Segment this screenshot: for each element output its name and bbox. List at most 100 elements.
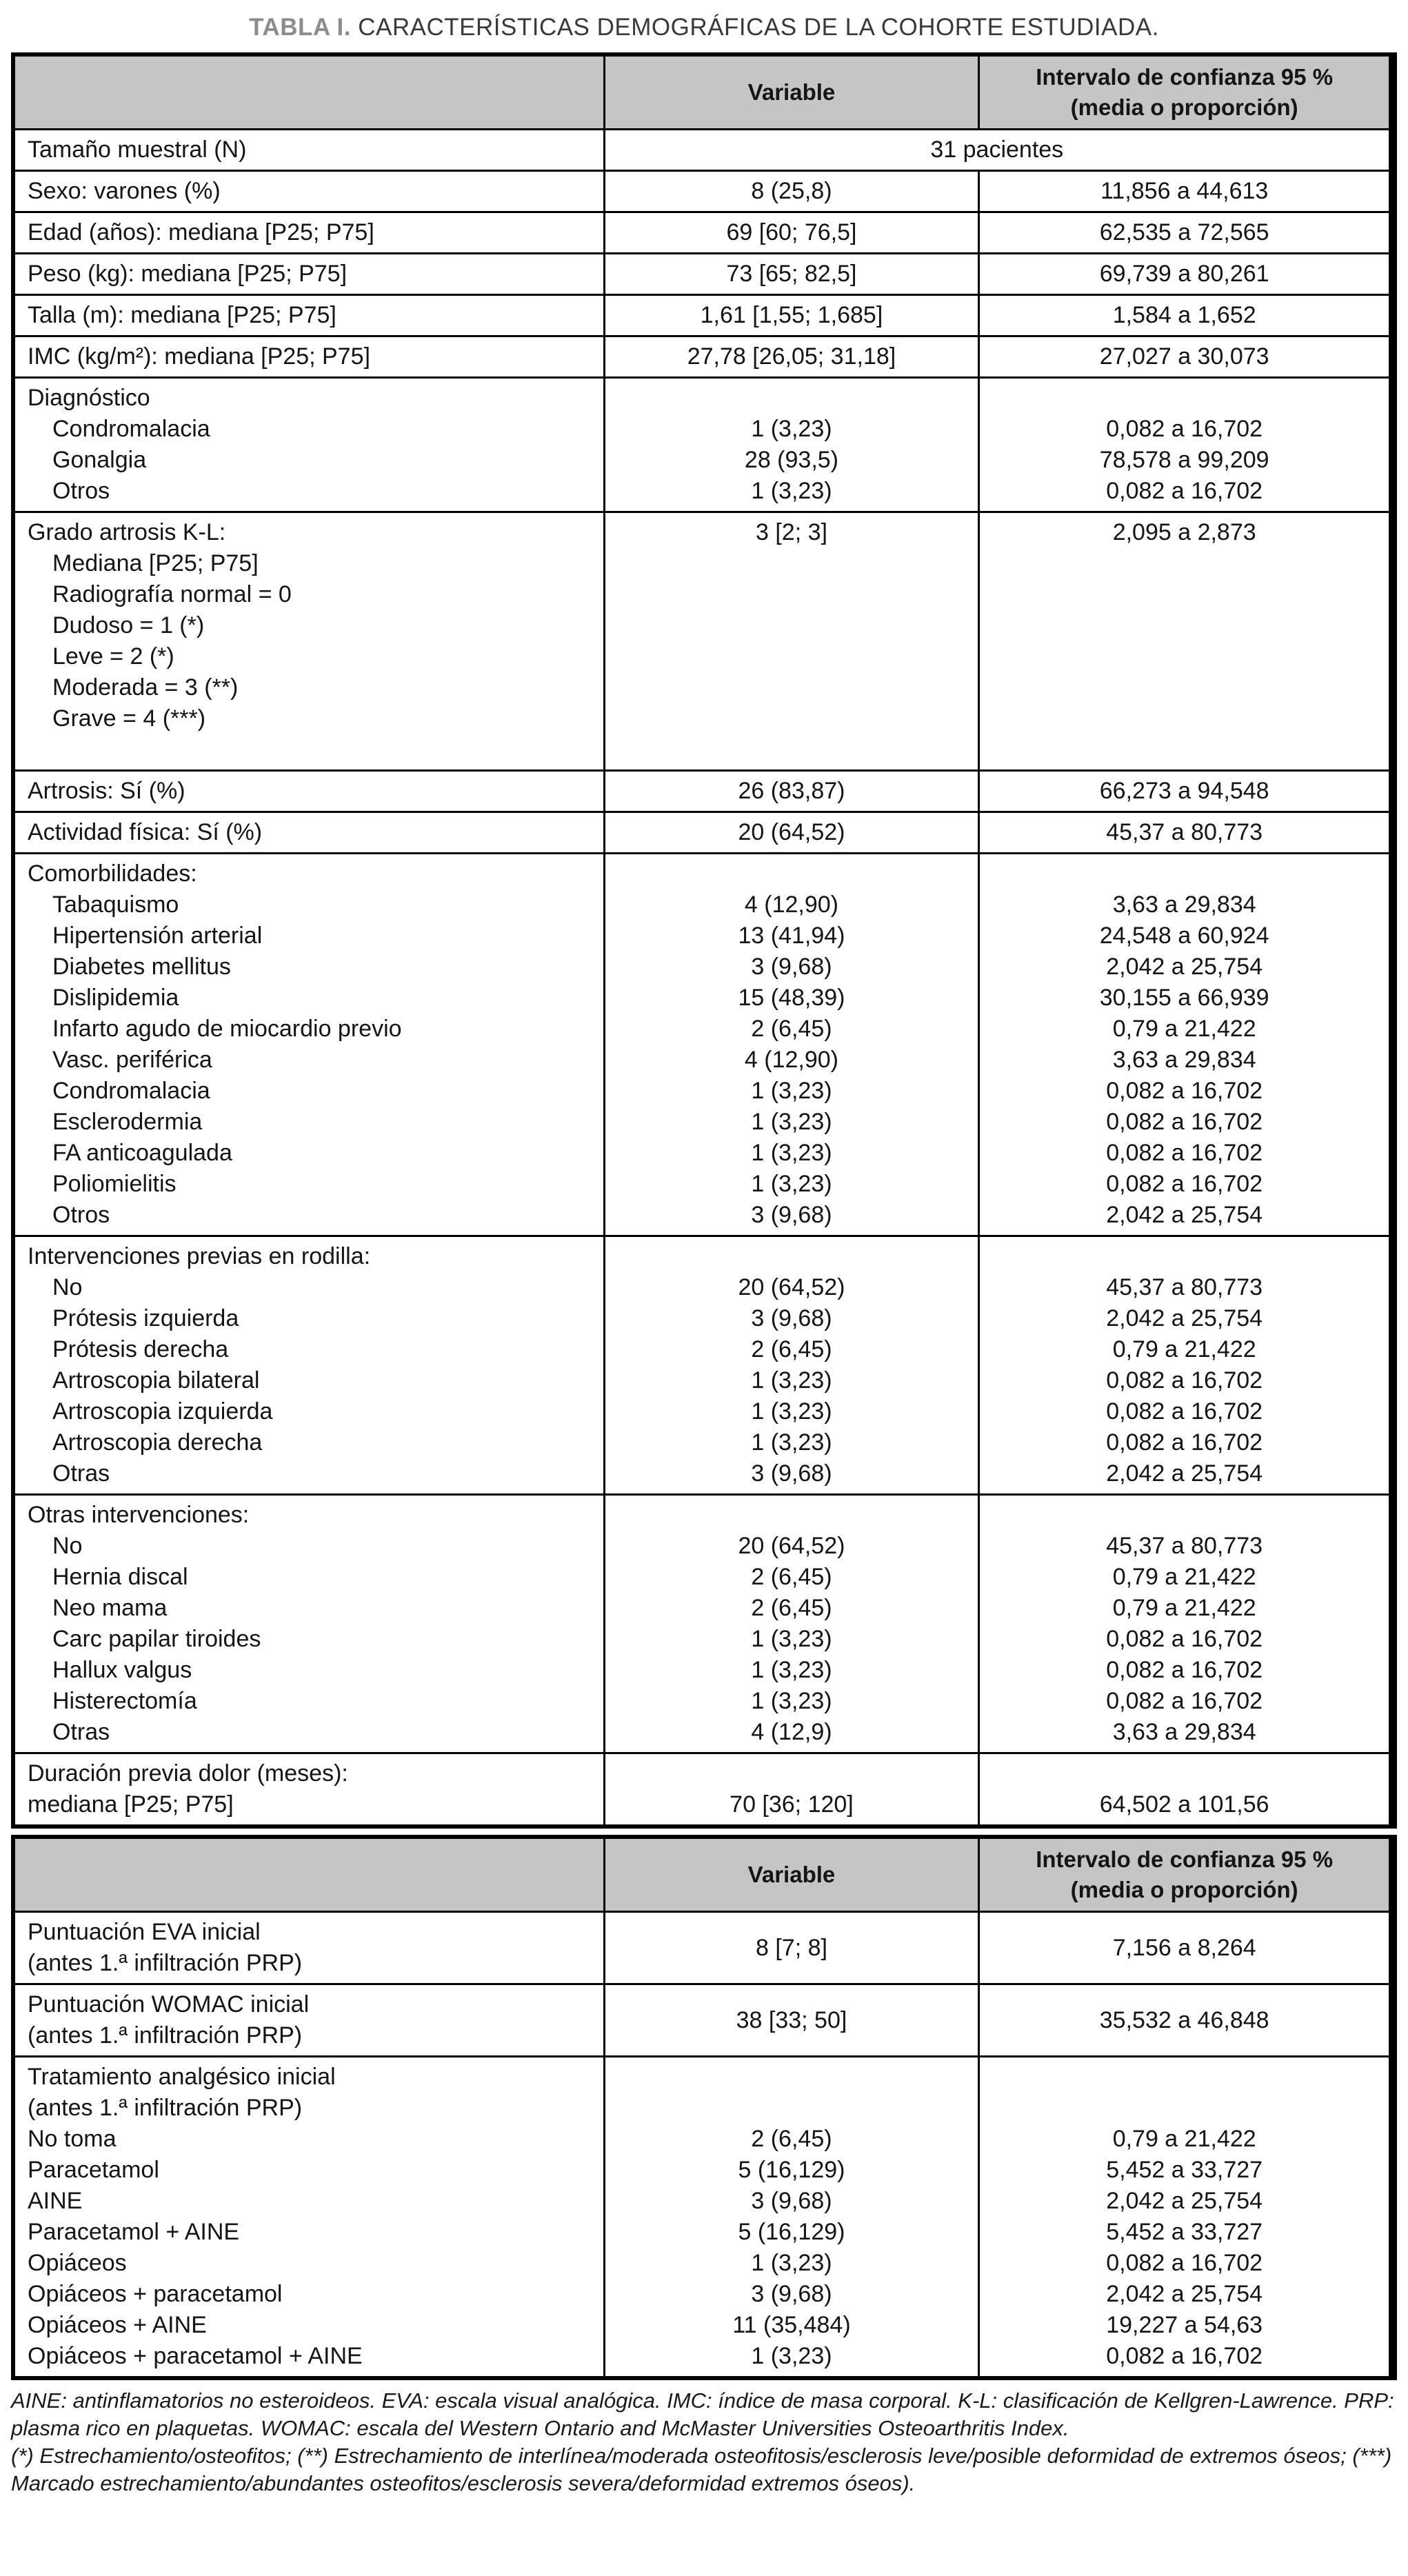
row-label-line: Puntuación EVA inicial <box>28 1919 261 1945</box>
row-label-line: Comorbilidades: <box>28 861 197 887</box>
row-ci: 64,502 a 101,56 <box>978 1754 1389 1824</box>
row-ci-line: 30,155 a 66,939 <box>1099 985 1269 1011</box>
table-row: Peso (kg): mediana [P25; P75] 73 [65; 82,… <box>15 254 1389 296</box>
row-ci: 7,156 a 8,264 <box>978 1913 1389 1983</box>
row-label-line: Otras intervenciones: <box>28 1502 250 1528</box>
row-ci-line: 0,082 a 16,702 <box>1106 416 1263 442</box>
row-ci-line: 2,042 a 25,754 <box>1106 2281 1263 2307</box>
row-label: Edad (años): mediana [P25; P75] <box>15 213 603 252</box>
header-ci-line2: (media o proporción) <box>1070 1877 1298 1902</box>
row-ci-line: 0,79 a 21,422 <box>1112 1336 1256 1362</box>
header-ci-line1: Intervalo de confianza 95 % <box>1036 1847 1334 1872</box>
row-variable-line <box>612 2062 972 2093</box>
row-label-line: Prótesis izquierda <box>52 1305 239 1331</box>
row-variable-line: 3 (9,68) <box>751 1460 832 1487</box>
row-variable: 20 (64,52) <box>603 813 978 852</box>
row-label-line: Artroscopia bilateral <box>52 1367 260 1393</box>
footnotes: AINE: antinflamatorios no esteroideos. E… <box>11 2387 1397 2497</box>
row-label-line: Hernia discal <box>52 1564 188 1590</box>
row-label: Artrosis: Sí (%) <box>15 772 603 811</box>
row-variable: 27,78 [26,05; 31,18] <box>603 337 978 376</box>
row-label-line: Gonalgia <box>52 447 147 473</box>
row-variable-line: 26 (83,87) <box>738 778 845 804</box>
row-ci: 62,535 a 72,565 <box>978 213 1389 252</box>
row-ci-line: 2,042 a 25,754 <box>1106 954 1263 980</box>
row-label: Tamaño muestral (N) <box>15 130 603 170</box>
row-label-line: FA anticoagulada <box>52 1140 232 1166</box>
row-ci: 1,584 a 1,652 <box>978 296 1389 335</box>
row-ci-line: 11,856 a 44,613 <box>1100 178 1269 204</box>
row-label: Sexo: varones (%) <box>15 172 603 211</box>
table-part-2: Variable Intervalo de confianza 95 % (me… <box>11 1835 1397 2380</box>
row-label-line: Dudoso = 1 (*) <box>52 612 205 638</box>
row-label-line: Otros <box>52 478 110 504</box>
row-span-value: 31 pacientes <box>603 130 1389 170</box>
row-label-line: Tratamiento analgésico inicial <box>28 2064 336 2090</box>
row-ci-line: 2,042 a 25,754 <box>1106 1305 1263 1331</box>
row-label-line: Hallux valgus <box>52 1657 192 1683</box>
row-variable: 69 [60; 76,5] <box>603 213 978 252</box>
table-row: Otras intervenciones: No Hernia discal Neo … <box>15 1496 1389 1754</box>
row-ci-line: 0,082 a 16,702 <box>1106 1688 1263 1714</box>
table-part-1: Variable Intervalo de confianza 95 % (me… <box>11 52 1397 1829</box>
header-confidence-interval: Intervalo de confianza 95 % (media o pro… <box>978 1839 1389 1911</box>
row-variable: 26 (83,87) <box>603 772 978 811</box>
row-label-line: Histerectomía <box>52 1688 197 1714</box>
row-span-value-line: 31 pacientes <box>930 137 1064 163</box>
row-label-line: Prótesis derecha <box>52 1336 229 1362</box>
row-variable-line: 4 (12,9) <box>751 1719 832 1745</box>
row-label-line: Hipertensión arterial <box>52 923 263 949</box>
row-ci-line: 0,082 a 16,702 <box>1106 1367 1263 1393</box>
row-label-line: mediana [P25; P75] <box>28 1791 234 1818</box>
row-variable-line: 1 (3,23) <box>751 1626 832 1652</box>
row-variable-line: 8 [7; 8] <box>755 1934 827 1961</box>
row-ci: 45,37 a 80,773 <box>978 813 1389 852</box>
row-ci-line: 7,156 a 8,264 <box>1112 1934 1256 1961</box>
row-ci: 0,082 a 16,702 78,578 a 99,209 0,082 a 16,… <box>978 379 1389 511</box>
row-variable-line: 2 (6,45) <box>751 2126 832 2152</box>
row-ci-line: 5,452 a 33,727 <box>1106 2219 1263 2245</box>
row-variable-line: 1 (3,23) <box>751 1367 832 1393</box>
page: TABLA I. CARACTERÍSTICAS DEMOGRÁFICAS DE… <box>11 14 1397 2497</box>
row-label-line: Artrosis: Sí (%) <box>28 778 185 804</box>
row-variable-line: 13 (41,94) <box>738 923 845 949</box>
row-variable-line <box>612 1241 972 1272</box>
row-variable-line: 2 (6,45) <box>751 1016 832 1042</box>
row-ci: 69,739 a 80,261 <box>978 254 1389 294</box>
row-ci-line: 0,79 a 21,422 <box>1112 1564 1256 1590</box>
row-ci: 66,273 a 94,548 <box>978 772 1389 811</box>
row-label-line: AINE <box>28 2188 83 2214</box>
header-empty-cell <box>15 57 603 128</box>
row-variable-line: 20 (64,52) <box>738 1533 845 1559</box>
row-ci-line: 66,273 a 94,548 <box>1099 778 1269 804</box>
row-label-line: Paracetamol <box>28 2157 159 2183</box>
header-row-1: Variable Intervalo de confianza 95 % (me… <box>15 57 1389 130</box>
row-label: Tratamiento analgésico inicial (antes 1.ª… <box>15 2057 603 2376</box>
header-ci-line1: Intervalo de confianza 95 % <box>1036 64 1334 90</box>
row-label-line <box>22 734 596 765</box>
row-ci-line <box>987 858 1382 889</box>
row-label-line: Condromalacia <box>52 416 210 442</box>
row-ci-line: 3,63 a 29,834 <box>1112 1047 1256 1073</box>
row-ci: 2,095 a 2,873 <box>978 513 1389 769</box>
row-variable-line: 15 (48,39) <box>738 985 845 1011</box>
row-label-line: No <box>52 1533 83 1559</box>
row-variable-line: 8 (25,8) <box>751 178 832 204</box>
row-ci-line: 64,502 a 101,56 <box>1099 1791 1269 1818</box>
table-row: Comorbilidades: Tabaquismo Hipertensión ar… <box>15 854 1389 1237</box>
row-ci-line: 0,79 a 21,422 <box>1112 1595 1256 1621</box>
table-title-label: TABLA I. <box>249 14 352 41</box>
row-ci-line <box>987 1241 1382 1272</box>
row-ci-line: 0,082 a 16,702 <box>1106 1078 1263 1104</box>
table-row: Duración previa dolor (meses): mediana [P… <box>15 1754 1389 1824</box>
row-label-line: Condromalacia <box>52 1078 210 1104</box>
row-label-line: Peso (kg): mediana [P25; P75] <box>28 261 348 287</box>
demographics-table: Variable Intervalo de confianza 95 % (me… <box>11 52 1397 2380</box>
row-variable-line: 1 (3,23) <box>751 1429 832 1456</box>
row-label: Comorbilidades: Tabaquismo Hipertensión ar… <box>15 854 603 1235</box>
row-label-line: Artroscopia derecha <box>52 1429 263 1456</box>
row-variable: 1,61 [1,55; 1,685] <box>603 296 978 335</box>
row-variable-line: 1 (3,23) <box>751 478 832 504</box>
row-ci-line: 0,082 a 16,702 <box>1106 1657 1263 1683</box>
row-ci-line <box>987 1500 1382 1531</box>
